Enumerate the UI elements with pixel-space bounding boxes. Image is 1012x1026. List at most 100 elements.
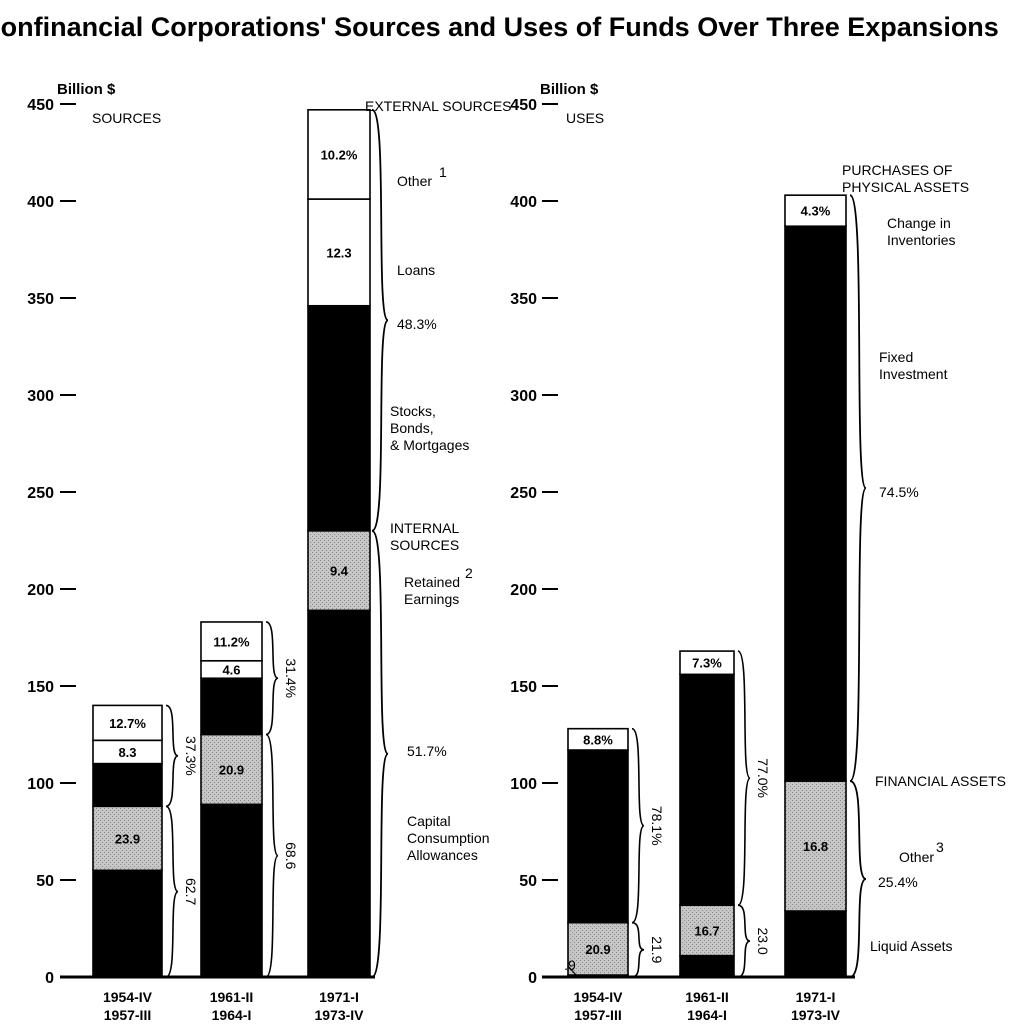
uses-y-tick-label: 150 — [510, 679, 537, 696]
uses-small-value-label: .9 — [564, 957, 576, 973]
uses-bracket-label: 23.0 — [755, 927, 771, 954]
uses-bar-2-segment — [679, 650, 735, 676]
sources-bar-3-value-label: 12.3 — [326, 245, 351, 260]
uses-brace — [737, 650, 751, 907]
uses-y-tick-label: 100 — [510, 776, 537, 793]
sources-panel-label: SOURCES — [92, 110, 161, 126]
uses-other-footnote: 3 — [936, 839, 944, 855]
sources-category-label: 1964-I — [212, 1007, 252, 1023]
uses-category-label: 1961-II — [685, 989, 729, 1005]
sources-internal-header: INTERNAL — [390, 520, 459, 536]
uses-bar-1-segment — [567, 921, 629, 976]
uses-small-value-pointer — [567, 965, 577, 976]
sources-bar-2-value-label: 4.6 — [222, 663, 240, 678]
uses-y-tick-label: 200 — [510, 582, 537, 599]
sources-external-header: EXTERNAL SOURCES — [365, 98, 512, 114]
uses-bar-2-segment — [679, 904, 735, 957]
uses-category-label: 1973-IV — [791, 1007, 841, 1023]
sources-brace — [265, 621, 279, 736]
sources-bar-2-value-label: 11.2% — [213, 634, 250, 649]
uses-y-tick-label: 400 — [510, 194, 537, 211]
uses-brace — [849, 194, 867, 782]
sources-y-tick-label: 450 — [27, 97, 54, 114]
uses-bar-3-value-label: 4.3% — [801, 204, 831, 219]
sources-y-tick-label: 100 — [27, 776, 54, 793]
sources-brace — [265, 733, 279, 978]
sources-bar-3-segment — [307, 529, 371, 612]
sources-capital-label: Allowances — [407, 847, 478, 863]
uses-y-tick-label: 0 — [528, 970, 537, 987]
uses-bar-1-value-label: 20.9 — [585, 942, 610, 957]
uses-bracket-label: 21.9 — [649, 936, 665, 963]
sources-bar-2-value-label: 20.9 — [219, 762, 244, 777]
sources-internal-header: SOURCES — [390, 537, 459, 553]
uses-financial-pct: 25.4% — [878, 874, 918, 890]
sources-other-label: Other — [397, 173, 432, 189]
sources-panel: Billion $ SOURCES 0 50 100 150 200 250 300 350 4… — [27, 81, 511, 1023]
sources-retained-footnote: 2 — [465, 565, 473, 581]
sources-bracket-label: 37.3% — [183, 736, 199, 776]
uses-bracket-label: 77.0% — [755, 758, 771, 798]
sources-y-tick-label: 300 — [27, 388, 54, 405]
uses-panel: Billion $ USES 0 50 100 150 200 250 300 350 400 4… — [510, 81, 1006, 1023]
uses-bar-1-segment — [567, 749, 629, 924]
sources-bar-1-value-label: 8.3 — [118, 745, 136, 760]
sources-brace — [371, 529, 389, 978]
sources-bar-3-segment — [307, 609, 371, 978]
sources-bar-3-value-label: 10.2% — [321, 147, 358, 162]
sources-bar-1-value-label: 12.7% — [109, 716, 146, 731]
sources-loans-label: Loans — [397, 262, 435, 278]
sources-bar-2-segment — [200, 677, 263, 736]
uses-bar-2-value-label: 16.7 — [694, 923, 719, 938]
sources-other-footnote: 1 — [439, 164, 447, 180]
sources-bar-2-segment — [200, 621, 263, 662]
uses-brace — [737, 904, 751, 978]
sources-bar-1-segment — [92, 869, 163, 978]
uses-bars: 20.9 8.8% 1954-IV 1957-III 16.7 7.3% 1961-II 19… — [567, 194, 847, 1023]
uses-bar-2-segment — [679, 954, 735, 978]
uses-physical-header: PHYSICAL ASSETS — [842, 179, 969, 195]
sources-bracket-label: 68.6 — [283, 842, 299, 869]
sources-y-tick-label: 400 — [27, 194, 54, 211]
sources-retained-label: Retained — [404, 574, 460, 590]
uses-category-label: 1957-III — [574, 1007, 621, 1023]
sources-bar-3-segment — [307, 198, 371, 307]
sources-brackets: 62.7 37.3% 68.6 31.4% — [165, 108, 389, 978]
sources-bar-2-segment — [200, 803, 263, 978]
sources-bracket-label: 62.7 — [183, 878, 199, 905]
uses-bar-1-segment — [567, 727, 629, 751]
sources-bar-3-segment — [307, 109, 371, 200]
uses-bar-3-segment — [784, 225, 847, 782]
uses-fixed-label: Investment — [879, 366, 948, 382]
sources-category-label: 1961-II — [210, 989, 254, 1005]
uses-bracket-label: 78.1% — [649, 806, 665, 846]
uses-fixed-label: Fixed — [879, 349, 913, 365]
uses-y-tick-label: 250 — [510, 485, 537, 502]
sources-y-tick-label: 200 — [27, 582, 54, 599]
sources-y-tick-label: 250 — [27, 485, 54, 502]
sources-bar-1-segment — [92, 805, 163, 872]
uses-bar-2-segment — [679, 673, 735, 907]
sources-y-tick-label: 50 — [36, 873, 54, 890]
uses-y-unit: Billion $ — [540, 81, 599, 98]
sources-brace — [371, 108, 389, 532]
uses-bar-3-value-label: 16.8 — [803, 839, 828, 854]
uses-y-tick-label: 450 — [510, 97, 537, 114]
uses-inventories-label: Inventories — [887, 232, 955, 248]
uses-bar-3-segment — [784, 780, 847, 912]
sources-bar-1-value-label: 23.9 — [115, 831, 140, 846]
sources-bracket-label: 31.4% — [283, 658, 299, 698]
sources-external-pct: 48.3% — [397, 316, 437, 332]
sources-capital-label: Capital — [407, 813, 451, 829]
sources-category-label: 1971-I — [319, 989, 359, 1005]
sources-retained-label: Earnings — [404, 591, 459, 607]
uses-bar-3-segment — [784, 910, 847, 978]
sources-annotations: EXTERNAL SOURCES Other 1 Loans 48.3% Stocks,B… — [365, 98, 512, 863]
uses-category-label: 1971-I — [796, 989, 836, 1005]
uses-inventories-label: Change in — [887, 215, 951, 231]
uses-physical-header: PURCHASES OF — [842, 162, 952, 178]
uses-brace — [849, 780, 867, 978]
sources-internal-pct: 51.7% — [407, 743, 447, 759]
sources-brace — [165, 704, 179, 808]
